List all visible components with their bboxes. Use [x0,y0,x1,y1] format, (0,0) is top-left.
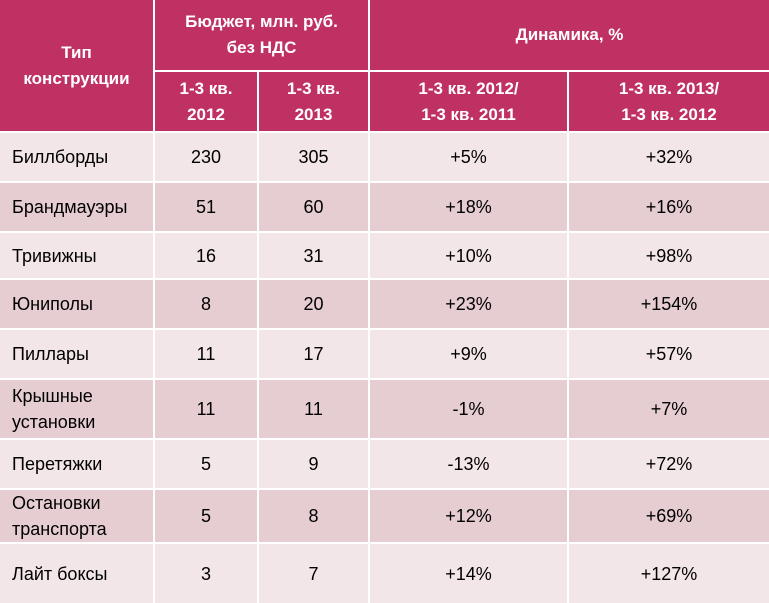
cell-dynamics-2012: +9% [370,330,567,378]
header-budget: Бюджет, млн. руб. без НДС [155,0,368,70]
cell-budget-2012: 11 [155,330,257,378]
cell-dynamics-2013: +16% [569,183,769,231]
cell-dynamics-2012: -13% [370,440,567,488]
cell-type: Перетяжки [0,440,153,488]
cell-budget-2012: 230 [155,133,257,181]
cell-type: Юниполы [0,280,153,328]
cell-budget-2013: 305 [259,133,368,181]
cell-dynamics-2012: -1% [370,380,567,438]
cell-budget-2012: 51 [155,183,257,231]
cell-budget-2012: 16 [155,233,257,278]
cell-dynamics-2012: +14% [370,544,567,603]
cell-dynamics-2012: +5% [370,133,567,181]
cell-dynamics-2013: +154% [569,280,769,328]
cell-dynamics-2013: +57% [569,330,769,378]
header-dynamics-2013: 1-3 кв. 2013/ 1-3 кв. 2012 [569,72,769,131]
cell-dynamics-2013: +72% [569,440,769,488]
cell-dynamics-2012: +12% [370,490,567,542]
cell-dynamics-2012: +18% [370,183,567,231]
cell-budget-2012: 8 [155,280,257,328]
cell-type: Пиллары [0,330,153,378]
cell-type: Тривижны [0,233,153,278]
cell-budget-2013: 17 [259,330,368,378]
header-budget-2012: 1-3 кв. 2012 [155,72,257,131]
cell-dynamics-2013: +69% [569,490,769,542]
cell-budget-2013: 20 [259,280,368,328]
cell-budget-2012: 11 [155,380,257,438]
cell-budget-2012: 5 [155,440,257,488]
cell-type: Брандмауэры [0,183,153,231]
header-dynamics-2012: 1-3 кв. 2012/ 1-3 кв. 2011 [370,72,567,131]
cell-budget-2013: 7 [259,544,368,603]
cell-budget-2013: 60 [259,183,368,231]
cell-budget-2012: 3 [155,544,257,603]
cell-budget-2013: 31 [259,233,368,278]
cell-budget-2013: 9 [259,440,368,488]
cell-type: Остановки транспорта [0,490,153,542]
header-type: Тип конструкции [0,0,153,131]
cell-dynamics-2013: +7% [569,380,769,438]
cell-dynamics-2012: +10% [370,233,567,278]
cell-budget-2012: 5 [155,490,257,542]
header-dynamics: Динамика, % [370,0,769,70]
cell-dynamics-2013: +98% [569,233,769,278]
cell-type: Биллборды [0,133,153,181]
cell-type: Лайт боксы [0,544,153,603]
cell-dynamics-2012: +23% [370,280,567,328]
cell-type: Крышные установки [0,380,153,438]
cell-dynamics-2013: +127% [569,544,769,603]
cell-dynamics-2013: +32% [569,133,769,181]
cell-budget-2013: 11 [259,380,368,438]
header-budget-2013: 1-3 кв. 2013 [259,72,368,131]
cell-budget-2013: 8 [259,490,368,542]
